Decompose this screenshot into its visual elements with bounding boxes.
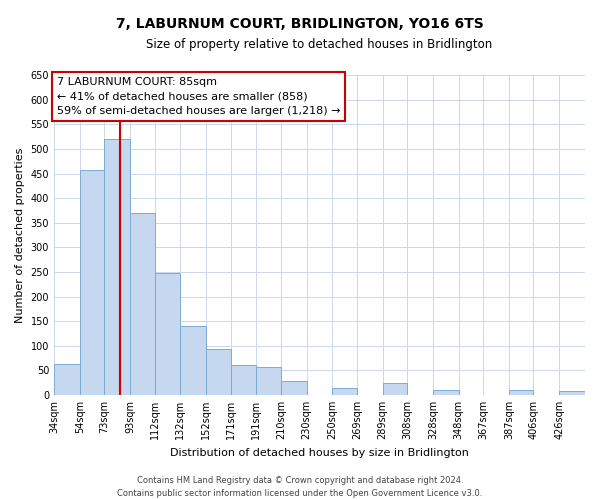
Y-axis label: Number of detached properties: Number of detached properties bbox=[15, 148, 25, 323]
Bar bbox=[80, 170, 104, 395]
Bar bbox=[559, 392, 585, 395]
Bar bbox=[130, 214, 155, 395]
Bar bbox=[155, 273, 181, 395]
Title: Size of property relative to detached houses in Bridlington: Size of property relative to detached ho… bbox=[146, 38, 493, 51]
Text: 7 LABURNUM COURT: 85sqm
← 41% of detached houses are smaller (858)
59% of semi-d: 7 LABURNUM COURT: 85sqm ← 41% of detache… bbox=[56, 77, 340, 116]
Bar bbox=[181, 326, 206, 395]
Bar bbox=[281, 381, 307, 395]
Bar bbox=[230, 366, 256, 395]
Bar bbox=[256, 367, 281, 395]
Text: 7, LABURNUM COURT, BRIDLINGTON, YO16 6TS: 7, LABURNUM COURT, BRIDLINGTON, YO16 6TS bbox=[116, 18, 484, 32]
Bar bbox=[383, 382, 407, 395]
Bar bbox=[509, 390, 533, 395]
Bar bbox=[104, 138, 130, 395]
Bar bbox=[54, 364, 80, 395]
Bar bbox=[433, 390, 459, 395]
X-axis label: Distribution of detached houses by size in Bridlington: Distribution of detached houses by size … bbox=[170, 448, 469, 458]
Text: Contains HM Land Registry data © Crown copyright and database right 2024.
Contai: Contains HM Land Registry data © Crown c… bbox=[118, 476, 482, 498]
Bar bbox=[332, 388, 357, 395]
Bar bbox=[206, 349, 230, 395]
